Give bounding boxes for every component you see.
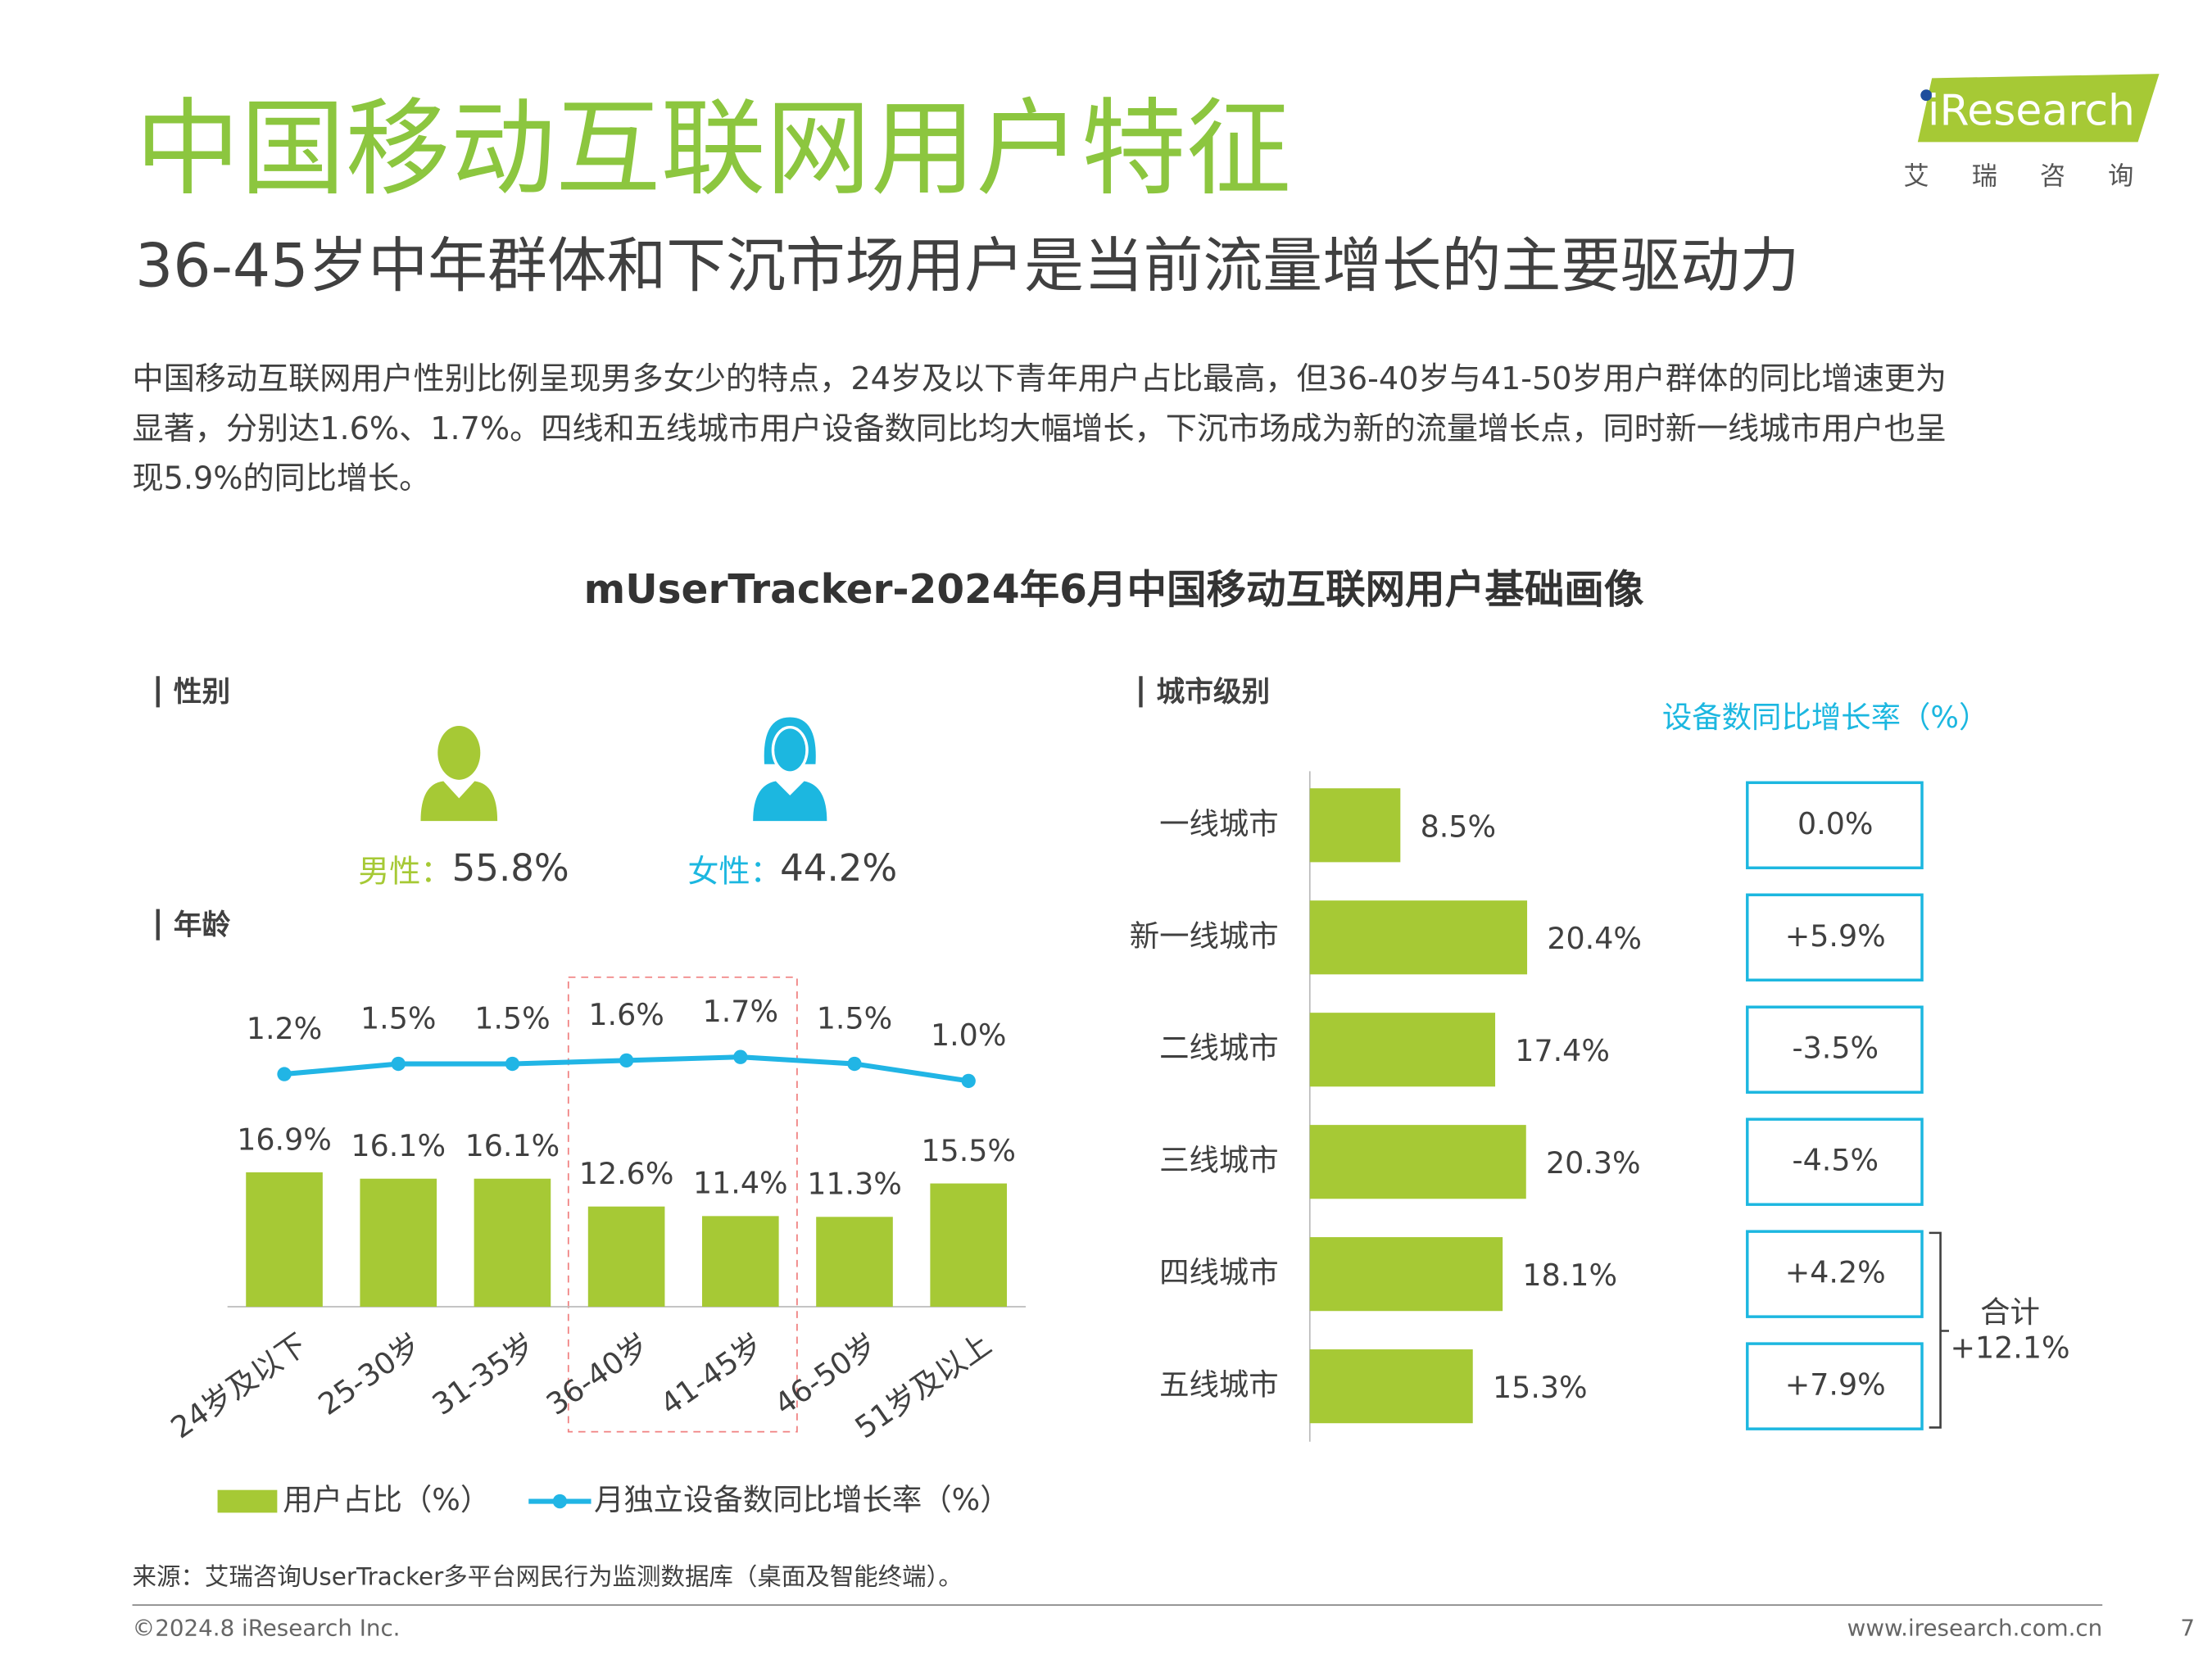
x-tick-label: 36-40岁: [540, 1326, 655, 1422]
line-point: [619, 1053, 634, 1068]
legend-swatch: [552, 1494, 568, 1509]
copyright: ©2024.8 iResearch Inc.: [133, 1615, 401, 1642]
bar-label: 16.1%: [465, 1128, 560, 1163]
x-tick-label: 24岁及以下: [165, 1326, 314, 1445]
gender-label: 女性：: [687, 854, 781, 890]
line-point: [847, 1056, 862, 1072]
total-value: +12.1%: [1950, 1330, 2069, 1366]
bar-label: 20.4%: [1547, 921, 1642, 956]
section-title: 性别: [174, 676, 230, 709]
logo: iResearch: [1928, 87, 2135, 136]
line-point: [733, 1049, 748, 1064]
title: 中国移动互联网用户特征: [135, 88, 1291, 211]
line-label: 1.5%: [474, 1000, 550, 1036]
logo-dot: [1920, 89, 1933, 102]
y-tick-label: 五线城市: [1159, 1367, 1279, 1403]
x-tick-label: 25-30岁: [312, 1326, 428, 1422]
source: 来源：艾瑞咨询UserTracker多平台网民行为监测数据库（桌面及智能终端）。: [133, 1563, 963, 1591]
gender-value: 44.2%: [780, 846, 897, 890]
bar: [246, 1172, 323, 1308]
bar-label: 17.4%: [1515, 1033, 1610, 1068]
section-title: 城市级别: [1157, 676, 1271, 709]
x-tick-label: 41-45岁: [654, 1326, 769, 1422]
growth-header: 设备数同比增长率（%）: [1662, 700, 1988, 735]
bar: [360, 1178, 437, 1308]
male-icon: [420, 725, 498, 822]
logo-bg: [1917, 74, 2160, 143]
line-label: 1.6%: [588, 997, 664, 1032]
growth-box: [1746, 781, 1924, 870]
x-tick-label: 31-35岁: [426, 1326, 542, 1422]
bar-label: 20.3%: [1546, 1145, 1641, 1181]
bar-label: 8.5%: [1421, 809, 1496, 844]
line-point: [505, 1056, 520, 1072]
growth-label: +7.9%: [1785, 1367, 1886, 1403]
bar: [930, 1183, 1008, 1308]
bar: [702, 1216, 779, 1308]
gender-value: 55.8%: [452, 846, 569, 890]
growth-label: 0.0%: [1797, 806, 1873, 841]
bar: [1309, 1013, 1496, 1087]
growth-label: -3.5%: [1792, 1031, 1879, 1066]
growth-box: [1746, 1005, 1924, 1094]
y-tick-label: 三线城市: [1159, 1143, 1279, 1178]
growth-label: -4.5%: [1792, 1143, 1879, 1178]
section-title: 年龄: [174, 909, 231, 941]
legend-swatch: [217, 1489, 278, 1513]
brace: [1929, 1231, 1949, 1429]
bar: [1309, 1349, 1473, 1424]
growth-box: [1746, 893, 1924, 982]
bar: [1309, 1125, 1526, 1199]
line-point: [277, 1067, 292, 1081]
logo-sub: 艾瑞咨询: [1904, 162, 2177, 192]
bar-label: 12.6%: [579, 1156, 674, 1191]
bar-label: 11.4%: [693, 1166, 788, 1201]
bar-label: 11.3%: [807, 1167, 902, 1202]
line-point: [391, 1056, 406, 1072]
growth-label: +5.9%: [1785, 918, 1886, 954]
bar: [1309, 788, 1401, 863]
bar-label: 15.5%: [921, 1133, 1016, 1168]
growth-box: [1746, 1230, 1924, 1318]
female-icon: [753, 717, 827, 822]
y-tick-label: 一线城市: [1159, 806, 1279, 841]
growth-box: [1746, 1117, 1924, 1206]
line-label: 1.2%: [247, 1011, 322, 1046]
subtitle: 36-45岁中年群体和下沉市场用户是当前流量增长的主要驱动力: [135, 231, 1799, 301]
growth-label: +4.2%: [1785, 1255, 1886, 1290]
bar-label: 15.3%: [1493, 1370, 1588, 1405]
growth-box: [1746, 1342, 1924, 1430]
page-number: 7: [2180, 1615, 2195, 1642]
description-line: 现5.9%的同比增长。: [133, 460, 431, 496]
bar: [1309, 1237, 1503, 1312]
bar-label: 16.1%: [351, 1128, 446, 1163]
legend-label: 用户占比（%）: [283, 1482, 490, 1517]
bar: [816, 1217, 893, 1308]
figure-title: mUserTracker-2024年6月中国移动互联网用户基础画像: [584, 567, 1644, 613]
line-label: 1.7%: [703, 994, 778, 1029]
gender-label: 男性：: [358, 854, 451, 890]
line-point: [961, 1073, 976, 1089]
line-label: 1.0%: [931, 1018, 1006, 1053]
description-line: 显著，分别达1.6%、1.7%。四线和五线城市用户设备数同比均大幅增长，下沉市场…: [133, 410, 1947, 446]
highlight-box: [567, 976, 798, 1433]
y-tick-label: 二线城市: [1159, 1031, 1279, 1066]
bar: [587, 1206, 665, 1308]
bar: [474, 1178, 551, 1308]
bar: [1309, 900, 1528, 975]
description-line: 中国移动互联网用户性别比例呈现男多女少的特点，24岁及以下青年用户占比最高，但3…: [133, 360, 1947, 397]
bar-label: 18.1%: [1522, 1258, 1617, 1293]
url: www.iresearch.com.cn: [1847, 1615, 2103, 1642]
line-label: 1.5%: [817, 1000, 892, 1036]
y-tick-label: 新一线城市: [1130, 918, 1279, 954]
bar-label: 16.9%: [237, 1122, 332, 1157]
total-label: 合计: [1980, 1294, 2040, 1330]
y-tick-label: 四线城市: [1159, 1255, 1279, 1290]
line-label: 1.5%: [360, 1000, 436, 1036]
legend-label: 月独立设备数同比增长率（%）: [594, 1482, 1010, 1517]
